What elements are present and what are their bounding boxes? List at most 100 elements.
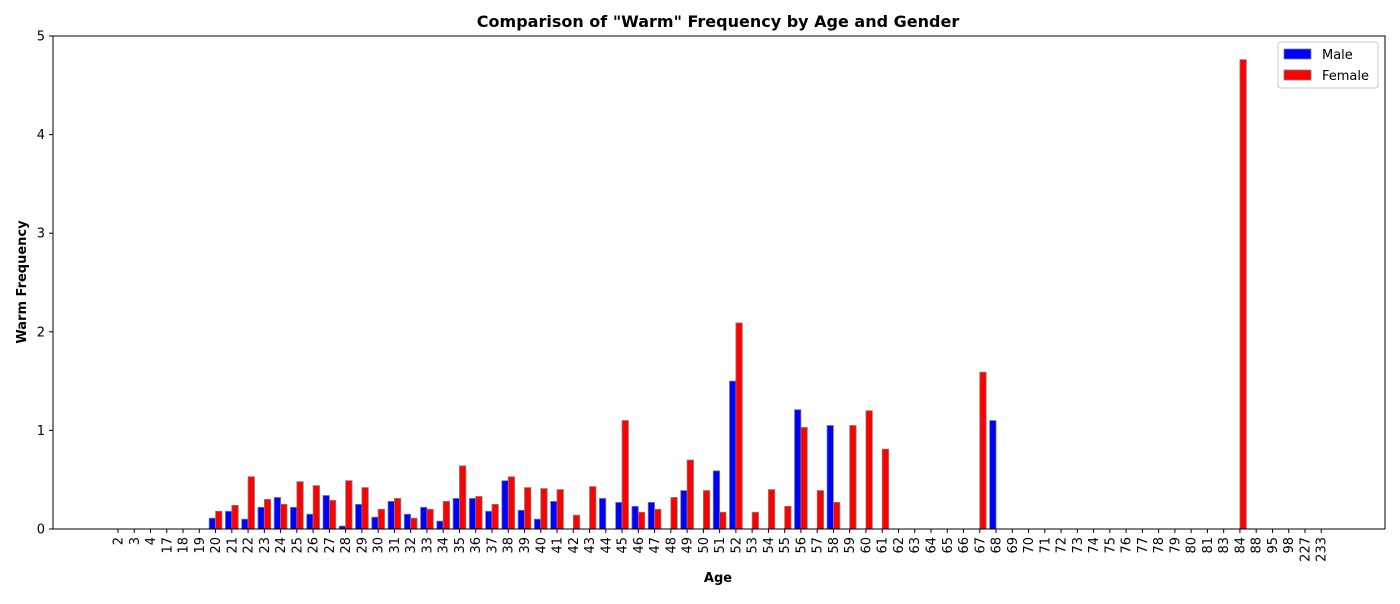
x-tick-label-80: 80: [1185, 537, 1200, 554]
x-tick-label-43: 43: [583, 537, 598, 554]
x-tick-label-35: 35: [453, 537, 468, 554]
bar-male-34: [436, 520, 444, 530]
x-tick-label-63: 63: [908, 537, 923, 554]
x-tick-label-38: 38: [502, 537, 517, 554]
bar-female-23: [263, 499, 272, 530]
bar-male-41: [550, 500, 558, 530]
bar-female-31: [394, 498, 402, 530]
x-tick-label-53: 53: [746, 537, 761, 554]
x-tick-label-64: 64: [925, 537, 940, 554]
bar-female-47: [654, 508, 662, 530]
bar-female-52: [735, 322, 743, 530]
bar-female-41: [556, 489, 564, 530]
y-tick-label-2: 2: [37, 325, 45, 340]
x-tick-label-46: 46: [632, 537, 647, 554]
bar-male-31: [387, 500, 395, 530]
x-tick-label-33: 33: [420, 537, 435, 554]
bar-male-68: [989, 420, 997, 530]
bar-male-52: [729, 380, 737, 530]
bar-female-53: [751, 511, 759, 530]
x-tick-label-47: 47: [648, 537, 663, 554]
x-tick-label-18: 18: [177, 537, 192, 554]
bar-female-58: [833, 501, 841, 530]
bar-female-84: [1239, 59, 1247, 530]
bar-male-51: [712, 470, 721, 530]
bar-male-49: [680, 490, 688, 530]
legend: Male Female: [1277, 41, 1379, 89]
bar-female-45: [621, 420, 629, 530]
bar-male-40: [533, 518, 542, 530]
legend-swatch-male: [1283, 48, 1312, 60]
y-tick-label-0: 0: [37, 523, 45, 538]
x-tick-label-41: 41: [551, 537, 566, 554]
legend-label-male: Male: [1322, 48, 1353, 63]
bar-male-25: [290, 506, 298, 530]
bar-male-38: [501, 480, 509, 530]
x-tick-label-73: 73: [1071, 537, 1086, 554]
bar-male-47: [647, 501, 655, 530]
bar-female-25: [296, 481, 304, 530]
bar-female-56: [800, 427, 808, 530]
bars-layer: [208, 59, 1247, 530]
x-tick-label-79: 79: [1168, 537, 1183, 554]
bar-female-38: [507, 476, 516, 530]
x-tick-label-23: 23: [258, 537, 273, 554]
legend-swatch-female: [1283, 69, 1312, 81]
x-tick-label-52: 52: [729, 537, 744, 554]
x-tick-label-84: 84: [1233, 537, 1248, 554]
x-tick-label-19: 19: [193, 537, 208, 554]
bar-female-30: [377, 508, 385, 530]
x-tick-label-68: 68: [990, 537, 1005, 554]
bar-female-26: [312, 485, 320, 530]
x-tick-label-30: 30: [372, 537, 387, 554]
x-tick-label-28: 28: [339, 537, 354, 554]
plot-frame: [52, 35, 1386, 530]
x-tick-label-40: 40: [534, 537, 549, 554]
bar-male-30: [371, 516, 379, 530]
bar-female-36: [475, 496, 483, 530]
bar-male-36: [468, 498, 477, 530]
x-tick-label-75: 75: [1103, 537, 1118, 554]
x-tick-label-74: 74: [1087, 537, 1102, 554]
bar-female-37: [491, 503, 499, 530]
bar-male-39: [517, 509, 525, 530]
bar-female-28: [345, 480, 353, 530]
bar-female-21: [231, 504, 239, 530]
x-axis-label: Age: [704, 571, 732, 586]
bar-female-59: [849, 425, 857, 530]
bar-male-26: [306, 513, 314, 530]
bar-female-42: [572, 514, 581, 530]
bar-male-58: [826, 425, 834, 530]
x-tick-label-77: 77: [1136, 537, 1151, 554]
x-tick-label-24: 24: [274, 537, 289, 554]
bar-female-67: [979, 371, 987, 530]
x-tick-label-21: 21: [225, 537, 240, 554]
bar-female-46: [637, 511, 646, 530]
bar-male-21: [225, 510, 233, 530]
x-tick-label-57: 57: [811, 537, 826, 554]
bar-female-51: [719, 511, 727, 530]
bar-female-34: [442, 500, 451, 530]
bar-female-35: [459, 465, 467, 530]
bar-male-24: [273, 497, 282, 530]
bar-male-23: [257, 506, 265, 530]
x-tick-label-55: 55: [778, 537, 793, 554]
x-tick-label-59: 59: [843, 537, 858, 554]
x-tick-label-48: 48: [664, 537, 679, 554]
bar-female-48: [670, 497, 678, 530]
x-tick-label-44: 44: [599, 537, 614, 554]
x-tick-label-227: 227: [1298, 537, 1313, 562]
bar-male-32: [403, 513, 412, 530]
bar-female-32: [410, 517, 418, 530]
bar-male-56: [794, 409, 802, 530]
bar-male-35: [452, 498, 460, 530]
x-tick-label-22: 22: [242, 537, 257, 554]
bar-female-33: [426, 508, 434, 530]
bar-male-45: [615, 501, 623, 530]
x-tick-label-34: 34: [437, 537, 452, 554]
bar-male-44: [599, 498, 607, 530]
x-tick-label-76: 76: [1120, 537, 1135, 554]
bar-female-29: [361, 487, 369, 530]
